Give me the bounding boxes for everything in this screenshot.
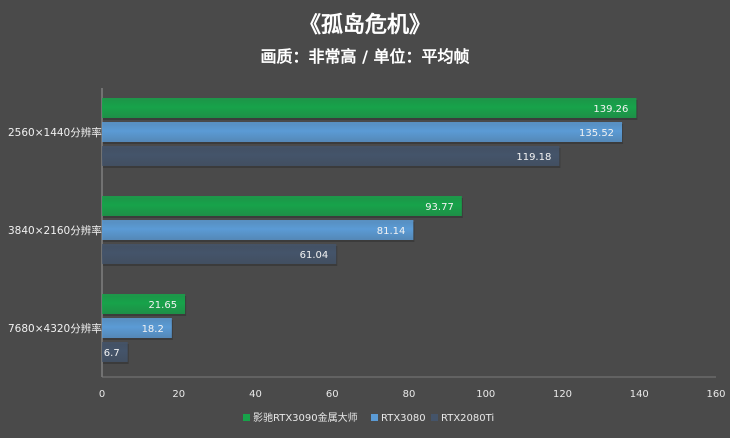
bar: [102, 196, 462, 216]
x-tick-label: 120: [553, 389, 572, 400]
bar: [102, 122, 623, 142]
bar: [102, 294, 186, 314]
data-label: 21.65: [148, 300, 177, 311]
x-tick-label: 160: [706, 389, 725, 400]
legend-label: 影驰RTX3090金属大师: [253, 411, 358, 424]
chart-title: 《孤岛危机》: [299, 12, 431, 38]
x-tick-label: 140: [630, 389, 649, 400]
bar: [102, 220, 414, 240]
category-label: 3840×2160分辨率: [8, 224, 102, 237]
data-label: 6.7: [104, 348, 120, 359]
data-label: 18.2: [142, 324, 164, 335]
data-label: 81.14: [377, 226, 406, 237]
data-label: 93.77: [425, 202, 454, 213]
bar: [102, 342, 128, 362]
bar: [102, 98, 637, 118]
x-tick-label: 100: [476, 389, 495, 400]
bar: [102, 318, 172, 338]
data-label: 135.52: [579, 128, 614, 139]
data-label: 61.04: [300, 250, 329, 261]
data-label: 139.26: [593, 104, 628, 115]
category-label: 2560×1440分辨率: [8, 126, 102, 139]
legend-swatch: [371, 414, 378, 421]
bar: [102, 244, 337, 264]
x-tick-label: 60: [326, 389, 339, 400]
chart-subtitle: 画质：非常高 / 单位：平均帧: [261, 47, 470, 66]
bar: [102, 146, 560, 166]
data-label: 119.18: [516, 152, 551, 163]
legend-swatch: [243, 414, 250, 421]
x-tick-label: 20: [172, 389, 185, 400]
x-tick-label: 0: [99, 389, 105, 400]
category-label: 7680×4320分辨率: [8, 322, 102, 335]
legend-label: RTX3080: [381, 413, 426, 424]
x-tick-label: 40: [249, 389, 262, 400]
legend-swatch: [431, 414, 438, 421]
legend-label: RTX2080Ti: [441, 413, 494, 424]
x-tick-label: 80: [403, 389, 416, 400]
